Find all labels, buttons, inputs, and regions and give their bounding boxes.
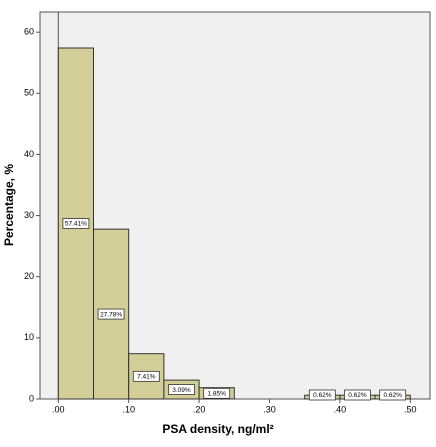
y-tick-label: 10 [24, 332, 34, 342]
x-tick-label: .50 [404, 404, 417, 414]
value-label-box [344, 389, 371, 401]
y-tick-label: 40 [24, 149, 34, 159]
value-label: 0.62% [383, 392, 402, 399]
x-tick-label: .30 [263, 404, 276, 414]
value-label-box [203, 387, 231, 399]
value-label-box [168, 384, 195, 395]
x-tick-label: .00 [52, 404, 65, 414]
value-label: 0.62% [313, 392, 332, 399]
value-label: 3.09% [172, 387, 191, 394]
value-label: 1.85% [207, 391, 226, 398]
y-tick-label: 30 [24, 210, 34, 220]
value-label-box [379, 389, 407, 401]
value-label: 0.62% [348, 392, 367, 399]
y-tick-label: 60 [24, 27, 34, 37]
x-tick-label: .20 [193, 404, 206, 414]
value-label-box [308, 389, 336, 401]
value-label: 57.41% [65, 221, 87, 228]
y-tick-label: 20 [24, 271, 34, 281]
value-label: 7.41% [137, 374, 156, 381]
y-axis-title: Percentage, % [2, 164, 16, 246]
x-tick-label: .10 [122, 404, 135, 414]
y-tick-label: 50 [24, 88, 34, 98]
value-label-box [62, 218, 90, 229]
x-axis-title: PSA density, ng/ml² [162, 422, 273, 436]
value-label-box [97, 308, 125, 320]
x-tick-label: .40 [334, 404, 347, 414]
value-label-box [132, 370, 160, 382]
value-label: 27.78% [100, 311, 122, 318]
y-tick-label: 0 [29, 393, 34, 403]
